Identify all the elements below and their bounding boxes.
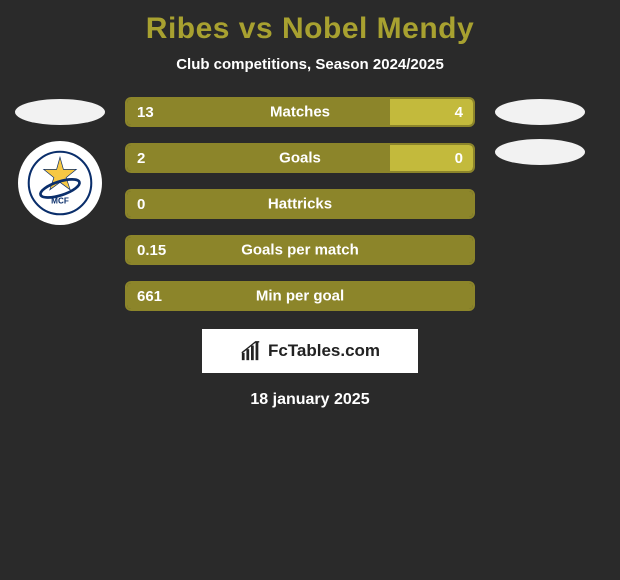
stat-value-left: 13 xyxy=(127,104,164,121)
stat-label: Hattricks xyxy=(268,196,332,213)
player-placeholder-left xyxy=(15,99,105,125)
stat-bar-right: 4 xyxy=(390,99,473,125)
stat-value-left: 2 xyxy=(127,150,155,167)
stat-row: 661 Min per goal xyxy=(125,281,475,311)
stat-bar-right: 0 xyxy=(390,145,473,171)
stat-row: 13 4 Matches xyxy=(125,97,475,127)
page-subtitle: Club competitions, Season 2024/2025 xyxy=(176,56,444,73)
club-placeholder-right xyxy=(495,139,585,165)
stat-value-left: 0 xyxy=(127,196,155,213)
stat-value-left: 0.15 xyxy=(127,242,176,259)
stat-value-left: 661 xyxy=(127,288,172,305)
stat-label: Min per goal xyxy=(256,288,344,305)
brand-text: FcTables.com xyxy=(268,341,380,361)
comparison-panel: MCF 13 4 Matches 2 0 Goals 0 Hattricks 0.15 Goals… xyxy=(0,97,620,311)
left-side: MCF xyxy=(0,97,120,311)
stat-value-right: 0 xyxy=(445,150,473,167)
stat-bar-left: 13 xyxy=(127,99,390,125)
brand-logo: FcTables.com xyxy=(202,329,418,373)
stat-bar-left: 2 xyxy=(127,145,390,171)
stat-row: 2 0 Goals xyxy=(125,143,475,173)
stat-value-right: 4 xyxy=(445,104,473,121)
date-label: 18 january 2025 xyxy=(250,391,369,409)
player-placeholder-right xyxy=(495,99,585,125)
page-title: Ribes vs Nobel Mendy xyxy=(146,12,474,46)
crest-icon: MCF xyxy=(26,149,94,217)
right-side xyxy=(480,97,600,311)
stat-bars: 13 4 Matches 2 0 Goals 0 Hattricks 0.15 Goals per… xyxy=(120,97,480,311)
stat-row: 0.15 Goals per match xyxy=(125,235,475,265)
chart-icon xyxy=(240,340,262,362)
club-badge-left: MCF xyxy=(18,141,102,225)
svg-text:MCF: MCF xyxy=(51,196,69,205)
stat-label: Goals xyxy=(279,150,321,167)
stat-label: Goals per match xyxy=(241,242,359,259)
stat-label: Matches xyxy=(270,104,330,121)
stat-row: 0 Hattricks xyxy=(125,189,475,219)
